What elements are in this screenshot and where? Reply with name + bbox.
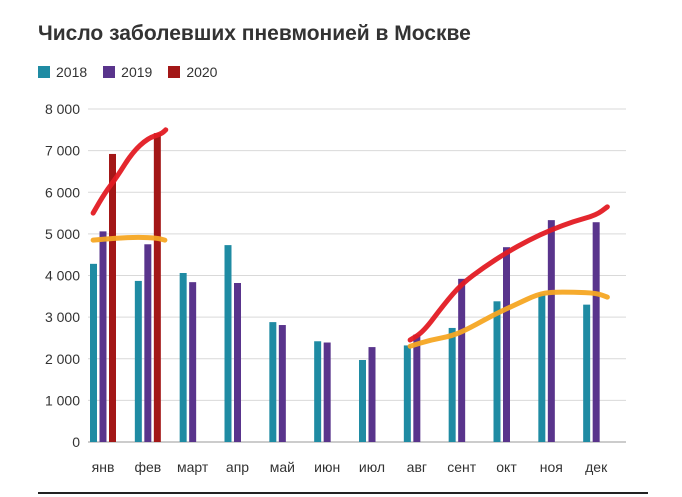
legend-label-2020: 2020 xyxy=(186,64,218,80)
legend-item-2018: 2018 xyxy=(38,64,87,80)
x-tick-label: июн xyxy=(314,459,340,475)
x-tick-label: фев xyxy=(134,459,161,475)
bar-2019-май xyxy=(278,325,286,442)
bar-2019-окт xyxy=(503,247,510,442)
bar-2018-июл xyxy=(359,359,366,442)
x-tick-label: ноя xyxy=(540,459,563,475)
legend-swatch-2020 xyxy=(168,66,181,78)
bar-2018-ноя xyxy=(538,293,546,442)
chart-legend: 2018 2019 2020 xyxy=(38,64,217,80)
bar-2019-июл xyxy=(368,347,376,442)
annotation-curve-3 xyxy=(407,289,610,349)
bar-2019-янв xyxy=(99,231,107,442)
bar-2018-авг xyxy=(403,345,411,442)
bar-2019-ноя xyxy=(547,220,555,442)
bar-2018-март xyxy=(179,273,187,442)
bar-2020-янв xyxy=(109,153,116,442)
bar-2019-фев xyxy=(144,244,152,442)
y-tick-label: 6 000 xyxy=(45,184,80,200)
bar-2019-апр xyxy=(234,282,241,442)
x-tick-label: сент xyxy=(447,459,477,475)
y-tick-label: 3 000 xyxy=(45,309,80,325)
legend-swatch-2019 xyxy=(103,66,116,78)
bar-2018-окт xyxy=(493,301,501,442)
x-tick-label: апр xyxy=(226,459,249,475)
bar-2019-июн xyxy=(323,342,331,442)
legend-item-2019: 2019 xyxy=(103,64,152,80)
bar-2019-авг xyxy=(413,334,421,442)
y-tick-label: 5 000 xyxy=(45,226,80,242)
x-tick-label: авг xyxy=(407,459,427,475)
bar-2018-дек xyxy=(583,304,591,442)
bar-2018-апр xyxy=(224,245,232,442)
bar-2018-май xyxy=(269,322,277,442)
x-tick-label: окт xyxy=(496,459,517,475)
y-tick-label: 7 000 xyxy=(45,143,80,159)
legend-item-2020: 2020 xyxy=(168,64,217,80)
bar-2018-сент xyxy=(448,327,456,442)
bar-2019-март xyxy=(189,282,197,442)
x-tick-label: март xyxy=(177,459,209,475)
chart-title: Число заболевших пневмонией в Москве xyxy=(38,22,471,45)
bar-2018-янв xyxy=(90,263,97,442)
y-tick-label: 0 xyxy=(72,434,80,450)
x-tick-label: янв xyxy=(92,459,115,475)
y-tick-label: 8 000 xyxy=(45,101,80,117)
x-tick-label: май xyxy=(270,459,295,475)
bar-2018-июн xyxy=(314,341,322,442)
x-tick-label: июл xyxy=(359,459,385,475)
bar-2019-дек xyxy=(592,222,600,442)
legend-swatch-2018 xyxy=(38,66,50,78)
annotation-curve-2 xyxy=(407,204,610,343)
y-tick-label: 1 000 xyxy=(45,392,80,408)
legend-label-2018: 2018 xyxy=(56,64,88,80)
annotation-curve-1 xyxy=(90,234,168,243)
bar-2018-фев xyxy=(134,280,142,442)
x-tick-label: дек xyxy=(585,459,608,475)
legend-label-2019: 2019 xyxy=(121,64,153,80)
bar-2019-сент xyxy=(458,278,466,442)
y-tick-label: 2 000 xyxy=(45,351,80,367)
annotation-curve-0 xyxy=(90,127,169,216)
y-tick-label: 4 000 xyxy=(45,268,80,284)
bottom-divider xyxy=(38,492,648,494)
bar-2020-фев xyxy=(153,133,161,442)
